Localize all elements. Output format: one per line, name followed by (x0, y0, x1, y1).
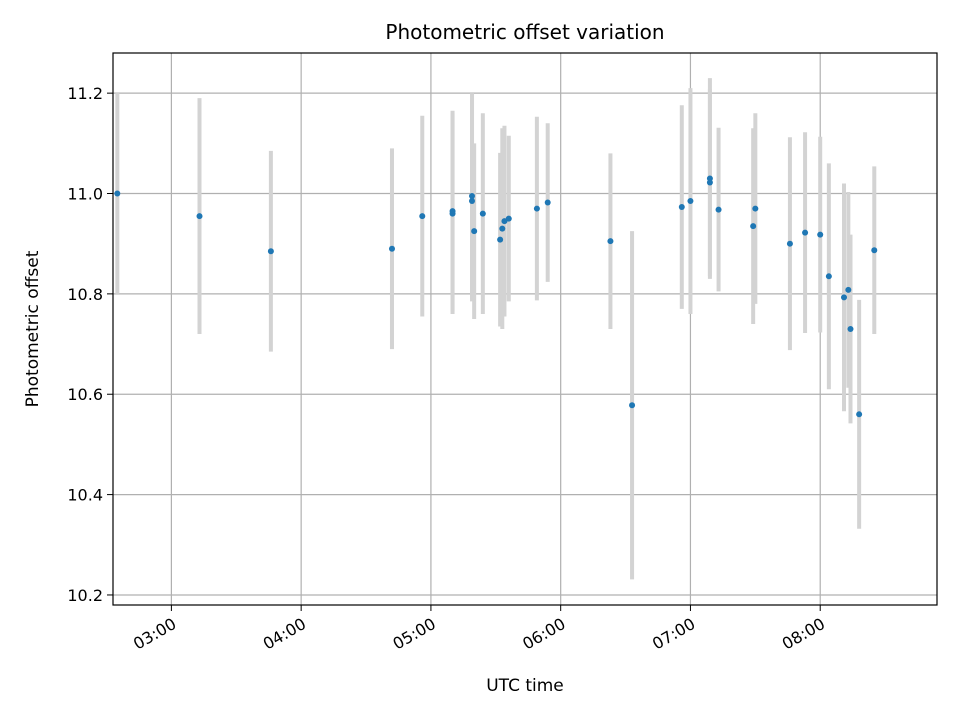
data-point (845, 286, 852, 293)
data-point (786, 240, 793, 247)
y-tick-label: 10.4 (67, 486, 103, 505)
data-point (706, 179, 713, 186)
y-tick-label: 11.2 (67, 84, 103, 103)
y-tick-label: 10.6 (67, 385, 103, 404)
data-point (388, 245, 395, 252)
data-point (505, 215, 512, 222)
data-point (479, 210, 486, 217)
data-points (114, 175, 878, 418)
data-point (471, 228, 478, 235)
data-point (752, 205, 759, 212)
data-point (499, 225, 506, 232)
data-point (825, 273, 832, 280)
data-point (715, 206, 722, 213)
data-point (856, 411, 863, 418)
plot-frame (112, 52, 938, 606)
y-tick-label: 10.8 (67, 285, 103, 304)
data-point (841, 294, 848, 301)
data-point (629, 402, 636, 409)
data-point (817, 231, 824, 238)
y-axis-label: Photometric offset (23, 250, 43, 407)
data-point (607, 238, 614, 245)
y-tick-label: 11.0 (67, 185, 103, 204)
data-point (501, 218, 508, 225)
data-point (678, 204, 685, 211)
y-tick-label: 10.2 (67, 586, 103, 605)
data-point (449, 210, 456, 217)
data-point (267, 248, 274, 255)
data-point (544, 199, 551, 206)
data-point (419, 213, 426, 220)
data-point (750, 223, 757, 230)
data-point (847, 326, 854, 332)
data-point (196, 213, 203, 220)
y-axis-ticks: 10.2 10.4 10.6 10.8 11.0 11.2 (67, 84, 113, 605)
data-point (469, 193, 476, 200)
x-axis-label: UTC time (486, 676, 564, 696)
data-point (871, 247, 878, 254)
data-point (802, 229, 809, 236)
data-point (469, 198, 476, 205)
data-point (687, 198, 694, 205)
data-point (114, 190, 121, 197)
data-point (497, 236, 504, 243)
chart-title: Photometric offset variation (385, 20, 664, 44)
data-point (533, 205, 540, 212)
